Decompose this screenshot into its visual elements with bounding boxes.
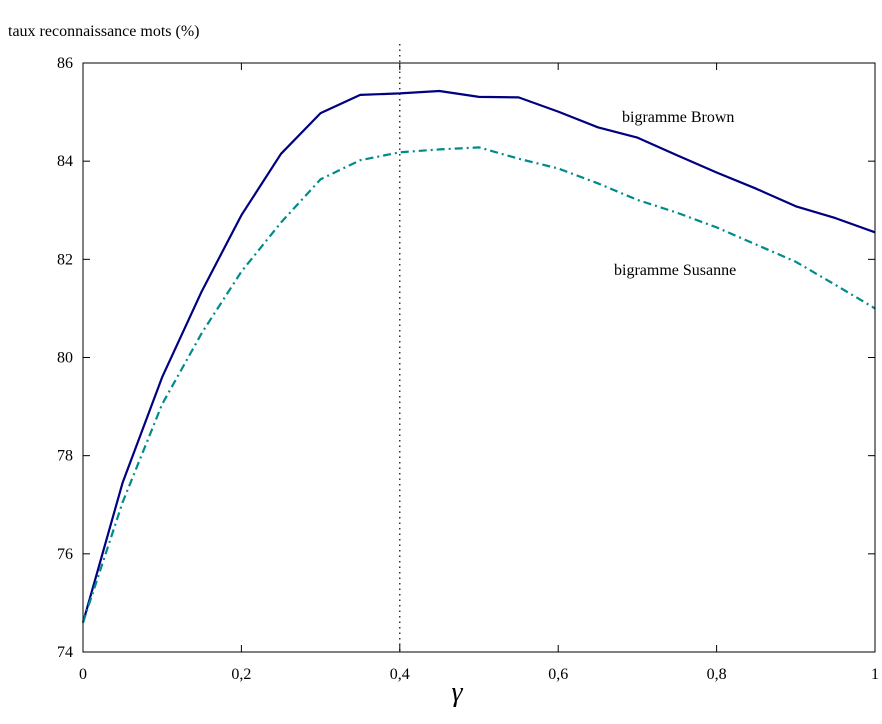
y-tick-label: 76: [57, 546, 73, 563]
y-tick-label: 82: [57, 251, 73, 268]
series-label-susanne: bigramme Susanne: [614, 262, 736, 279]
y-tick-label: 80: [57, 350, 73, 367]
tick-layer: 0 0,2 0,4 0,6 0,8 1 74 76 78 80 82 84 86: [57, 55, 879, 683]
x-tick-label: 0,2: [231, 666, 251, 683]
plot-frame: [82, 62, 876, 653]
y-tick-label: 74: [57, 644, 73, 661]
y-tick-label: 78: [57, 448, 73, 465]
y-axis-label: taux reconnaissance mots (%): [8, 23, 199, 40]
x-tick-label: 1: [871, 666, 879, 683]
series-layer: [81, 89, 876, 623]
x-axis-label: γ: [451, 677, 463, 708]
series-line-brown: [81, 89, 876, 623]
y-tick-label: 84: [57, 153, 73, 170]
x-tick-label: 0,6: [548, 666, 568, 683]
x-tick-label: 0: [79, 666, 87, 683]
series-label-brown: bigramme Brown: [622, 109, 734, 126]
x-tick-label: 0,4: [390, 666, 410, 683]
y-tick-label: 86: [57, 55, 73, 72]
x-tick-label: 0,8: [707, 666, 727, 683]
series-line-susanne: [81, 146, 876, 623]
